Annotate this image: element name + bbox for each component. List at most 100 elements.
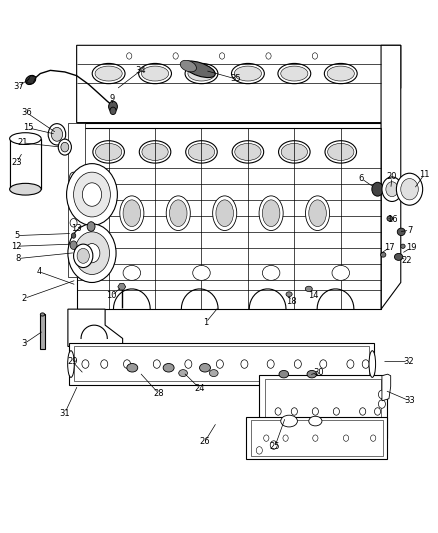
Text: 24: 24 [194,384,205,392]
Circle shape [396,173,423,205]
Circle shape [127,53,132,59]
Ellipse shape [193,265,210,280]
Text: 28: 28 [153,389,164,398]
Circle shape [70,241,77,249]
Ellipse shape [184,61,215,77]
Circle shape [313,435,318,441]
Circle shape [185,360,192,368]
Ellipse shape [93,141,124,163]
Circle shape [256,447,262,454]
Circle shape [67,164,117,225]
Text: 32: 32 [403,357,413,366]
Circle shape [84,244,100,263]
Text: 4: 4 [37,268,42,276]
Ellipse shape [327,66,354,81]
Text: 3: 3 [21,340,27,348]
Circle shape [266,53,271,59]
Circle shape [82,360,89,368]
Circle shape [378,400,385,408]
Ellipse shape [328,143,354,160]
Circle shape [153,360,160,368]
Circle shape [294,360,301,368]
Circle shape [216,360,223,368]
Text: 10: 10 [106,292,117,300]
Circle shape [382,177,402,201]
Text: 26: 26 [200,437,210,446]
Text: 23: 23 [11,158,22,167]
Ellipse shape [262,200,280,227]
Text: 5: 5 [14,231,19,240]
Ellipse shape [381,253,386,257]
Circle shape [82,183,102,206]
Ellipse shape [179,370,187,376]
Text: 2: 2 [21,294,27,303]
Circle shape [110,107,116,115]
Ellipse shape [305,196,330,230]
Text: 30: 30 [314,368,324,376]
Circle shape [87,222,95,231]
Circle shape [61,142,69,152]
Circle shape [70,219,77,227]
Circle shape [320,360,327,368]
Ellipse shape [369,351,376,377]
Ellipse shape [309,416,322,426]
Circle shape [264,435,269,441]
Ellipse shape [281,415,297,427]
Bar [10,139,41,189]
Circle shape [219,53,225,59]
Text: 25: 25 [270,442,280,450]
Ellipse shape [95,66,122,81]
Bar [265,379,381,434]
Ellipse shape [234,66,261,81]
Ellipse shape [163,364,174,372]
Circle shape [70,172,78,182]
Polygon shape [118,284,126,290]
Ellipse shape [309,200,326,227]
Text: 13: 13 [71,224,82,232]
Polygon shape [26,76,36,84]
Circle shape [360,408,366,415]
Ellipse shape [395,254,403,260]
Circle shape [333,408,339,415]
Text: 20: 20 [387,173,397,181]
Circle shape [68,224,116,282]
Polygon shape [381,45,401,309]
Circle shape [101,360,108,368]
Text: 15: 15 [23,124,34,132]
Ellipse shape [10,133,41,144]
Circle shape [401,179,418,200]
Ellipse shape [279,141,310,163]
Text: 36: 36 [22,109,32,117]
Circle shape [371,435,376,441]
Circle shape [312,408,318,415]
Polygon shape [382,374,391,401]
Text: 9: 9 [109,94,114,103]
Text: 33: 33 [404,397,415,405]
Ellipse shape [200,364,210,372]
Ellipse shape [67,351,74,377]
Ellipse shape [138,63,172,84]
Circle shape [74,172,110,217]
Text: 22: 22 [401,256,412,264]
Polygon shape [77,123,381,309]
Ellipse shape [123,265,141,280]
Ellipse shape [231,63,265,84]
Polygon shape [68,309,123,346]
Ellipse shape [40,313,45,316]
Text: 19: 19 [406,244,416,252]
Circle shape [109,101,117,112]
Ellipse shape [213,196,237,230]
Text: 14: 14 [308,292,318,300]
Circle shape [275,408,281,415]
Ellipse shape [307,370,317,378]
Circle shape [386,182,398,197]
Ellipse shape [188,66,215,81]
Circle shape [124,360,131,368]
Circle shape [372,182,383,196]
Circle shape [267,360,274,368]
Ellipse shape [324,63,357,84]
Circle shape [347,360,354,368]
Ellipse shape [185,63,218,84]
Ellipse shape [262,265,280,280]
Circle shape [58,139,71,155]
